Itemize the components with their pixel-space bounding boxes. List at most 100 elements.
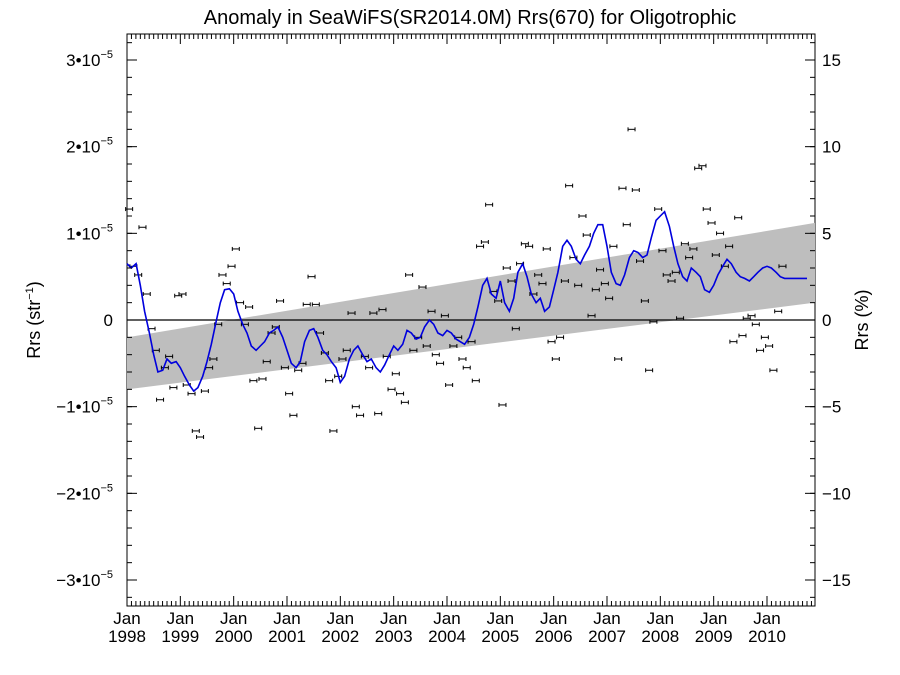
data-point [494,298,503,303]
data-point [725,244,734,249]
right-y-axis: 15 10 5 0 −5 −10 −15 [805,42,851,598]
data-point [431,352,440,357]
data-point [565,183,574,188]
x-tick-month: Jan [540,609,567,628]
x-tick-month: Jan [487,609,514,628]
data-point [618,186,627,191]
data-point [191,428,200,433]
data-point [471,378,480,383]
left-tick-label: 3•10−5 [66,49,113,70]
left-tick-mantissa: 0 [104,311,113,330]
data-point [538,281,547,286]
x-tick-year: 2008 [641,627,679,646]
data-point [560,279,569,283]
plot-area [125,33,816,607]
data-point [440,313,449,318]
left-tick-mantissa: −2•10 [56,484,100,503]
data-point [702,207,711,212]
left-tick-label: −3•10−5 [56,569,113,590]
points-layer [125,127,787,439]
data-point [258,376,267,381]
data-point [480,240,489,244]
data-point [209,357,218,361]
smooth-line-layer [126,210,807,393]
left-tick-label: 1•10−5 [66,222,113,243]
data-point [654,207,663,212]
data-point [574,283,583,288]
x-tick-month: Jan [380,609,407,628]
data-point [178,292,187,296]
data-point [502,266,511,270]
data-point [338,357,347,361]
x-tick-year: 2007 [588,627,626,646]
data-point [689,246,698,251]
data-point [534,272,543,277]
x-tick-year: 2004 [428,627,466,646]
data-point [760,335,769,340]
data-point [600,281,609,286]
data-point [551,357,560,361]
right-tick-label: −5 [822,398,841,417]
data-point [556,335,565,340]
trend-band [127,222,815,390]
data-point [778,264,787,269]
right-tick-label: −10 [822,484,851,503]
data-point [378,307,387,312]
data-point [542,246,551,251]
data-point [285,391,294,396]
data-point [280,365,289,370]
data-point [400,400,409,405]
data-point [405,272,414,277]
left-y-axis: 3•10−52•10−51•10−50−1•10−5−2•10−5−3•10−5 [56,42,137,598]
x-tick-month: Jan [593,609,620,628]
data-point [596,267,605,272]
x-tick-month: Jan [433,609,460,628]
data-point [649,319,658,324]
data-point [716,231,725,236]
x-tick-year: 2001 [268,627,306,646]
x-tick-year: 2000 [215,627,253,646]
x-tick-year: 2003 [375,627,413,646]
data-point [196,435,205,439]
data-point [449,344,458,348]
data-point [680,241,689,246]
x-tick-year: 1998 [108,627,146,646]
data-point [587,313,596,318]
data-point [360,354,369,359]
right-tick-label: −15 [822,571,851,590]
data-point [734,215,743,220]
x-tick-month: Jan [273,609,300,628]
data-point [294,368,303,373]
data-point [694,166,703,171]
left-axis-label: Rrs (str−1) [24,281,44,359]
left-tick-mantissa: 1•10 [66,224,100,243]
data-point [125,207,134,212]
left-axis-label-prefix: Rrs (str [24,300,44,359]
left-tick-exponent: −5 [100,569,113,581]
data-point [747,313,756,318]
data-point [218,272,227,277]
right-tick-label: 0 [822,311,831,330]
left-tick-exponent: −5 [100,49,113,61]
x-tick-month: Jan [220,609,247,628]
x-tick-year: 2002 [321,627,359,646]
smooth-line [126,210,807,393]
data-point [165,354,174,359]
data-point [485,202,494,207]
left-tick-label: 2•10−5 [66,136,113,157]
data-point [582,233,591,238]
data-point [645,368,654,373]
right-tick-label: 15 [822,51,841,70]
chart-title: Anomaly in SeaWiFS(SR2014.0M) Rrs(670) f… [204,7,736,29]
data-point [142,292,151,296]
x-tick-month: Jan [327,609,354,628]
data-point [711,253,720,257]
left-axis-label-suffix: ) [24,281,44,287]
data-point [525,244,534,249]
data-point [200,389,209,394]
data-point [302,302,311,307]
x-tick-year: 2009 [695,627,733,646]
data-point [707,220,716,225]
data-point [365,365,374,370]
